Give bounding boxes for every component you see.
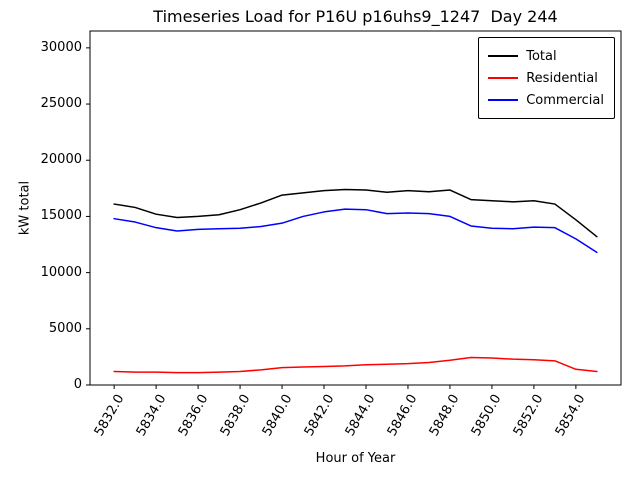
legend-item-residential: Residential [488,67,604,89]
legend-line-sample-total [488,55,519,57]
chart-title: Timeseries Load for P16U p16uhs9_1247 Da… [153,7,558,26]
legend-item-total: Total [488,45,604,67]
legend-line-sample-residential [488,77,519,79]
x-axis-label: Hour of Year [315,451,396,466]
y-tick-label: 5000 [48,320,82,336]
series-line-residential [113,356,598,374]
y-tick-label: 25000 [40,96,82,112]
axes-frame [89,30,622,386]
legend-item-commercial: Commercial [488,89,604,111]
series-line-total [113,188,598,238]
y-tick-label: 30000 [40,39,82,55]
legend-line-sample-commercial [488,99,519,101]
legend-label-residential: Residential [526,70,598,86]
legend-label-commercial: Commercial [526,92,604,108]
y-tick-label: 0 [73,377,82,392]
y-tick-label: 10000 [40,264,82,280]
legend: Total Residential Commercial [478,37,615,119]
legend-label-total: Total [526,48,557,64]
y-tick-label: 15000 [40,208,82,224]
y-tick-label: 20000 [40,152,82,168]
series-line-commercial [113,208,598,254]
